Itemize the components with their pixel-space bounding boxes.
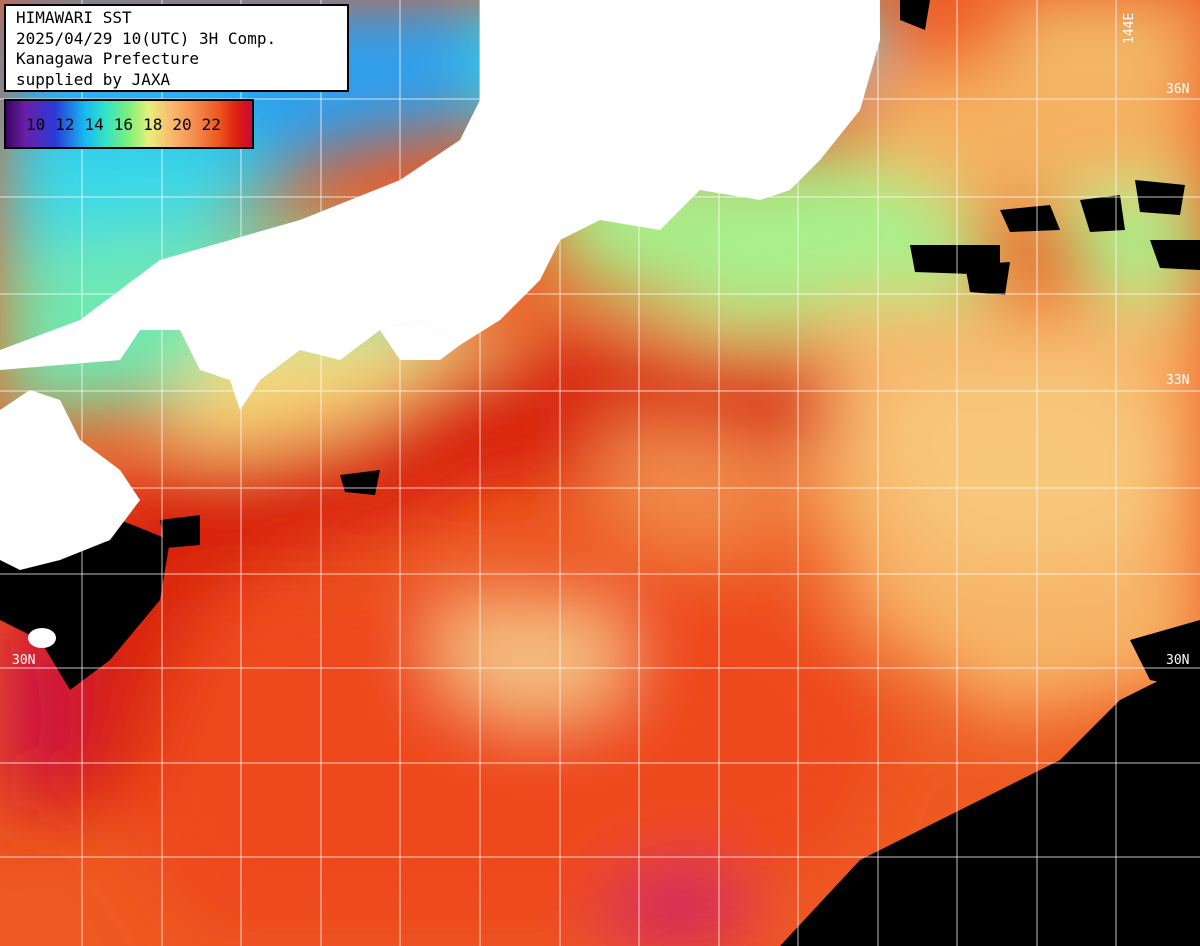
datetime-text: 2025/04/29 10(UTC) 3H Comp. (16, 28, 277, 48)
legend-tick: 16 (113, 115, 134, 134)
legend-ticks: 10 12 14 16 18 20 22 (26, 115, 221, 134)
lon-label-144e: 144E (1122, 12, 1137, 44)
legend-tick: 12 (55, 115, 75, 134)
lat-label-30n-right: 30N (1166, 653, 1190, 668)
title-text: HIMAWARI SST (16, 8, 132, 27)
legend-tick: 10 (26, 115, 46, 134)
prefecture-text: Kanagawa Prefecture (16, 49, 200, 68)
lat-label-30n-left: 30N (12, 653, 36, 668)
lon-label-136e: 136E (483, 10, 498, 42)
lat-label-36n: 36N (1166, 82, 1190, 97)
legend-tick: 14 (84, 115, 104, 134)
color-scale-legend: 10 12 14 16 18 20 22 (4, 99, 254, 149)
info-box: HIMAWARI SST 2025/04/29 10(UTC) 3H Comp.… (4, 4, 349, 92)
lat-label-33n: 33N (1166, 373, 1190, 388)
land-mask (0, 0, 880, 648)
legend-tick: 22 (201, 115, 221, 134)
credit-text: supplied by JAXA (16, 69, 171, 89)
legend-tick: 20 (172, 115, 192, 134)
legend-tick: 18 (143, 115, 163, 134)
